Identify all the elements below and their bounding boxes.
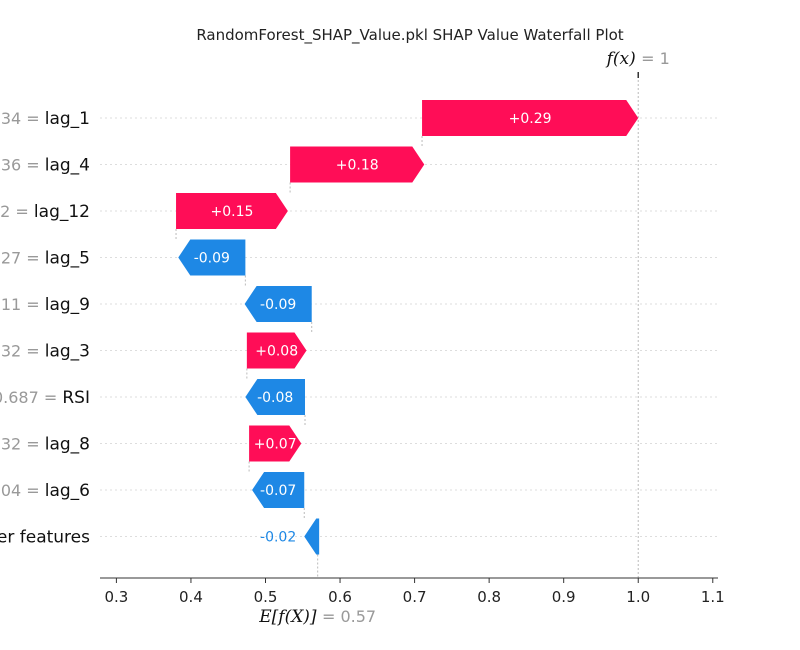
- waterfall-bar: [178, 239, 246, 276]
- output-value-text: = 1: [641, 49, 670, 68]
- output-value-annotation: f(x) = 1: [605, 49, 670, 69]
- waterfall-bar: [304, 518, 320, 555]
- x-tick-label: 0.9: [552, 588, 576, 606]
- feature-label: 04 = lag_6: [1, 481, 90, 501]
- x-tick-label: 0.3: [104, 588, 128, 606]
- feature-label: 27 = lag_5: [1, 249, 90, 269]
- bar-value-label: +0.15: [210, 204, 253, 220]
- feature-label: 32 = lag_8: [1, 435, 90, 455]
- x-tick-label: 0.4: [179, 588, 203, 606]
- waterfall-bar: [290, 146, 425, 183]
- feature-value: 04 =: [1, 481, 45, 500]
- base-value-annotation: E[f(X)] = 0.57: [258, 607, 376, 627]
- feature-label: 2 = lag_12: [0, 202, 90, 222]
- feature-value: 32 =: [1, 435, 45, 454]
- feature-value: 32 =: [1, 342, 45, 361]
- x-axis: 0.3 0.4 0.5 0.6 0.7 0.8 0.9 1.0 1.1: [100, 577, 725, 606]
- feature-label: 32 = lag_3: [1, 342, 90, 362]
- base-value-text: = 0.57: [322, 607, 376, 626]
- bars-layer: +0.29 +0.18 +0.15 -0.09 -0.09 +0.08 -0.08 +0.07…: [175, 100, 639, 555]
- bar-value-label: +0.18: [336, 158, 379, 174]
- waterfall-bar: [245, 379, 306, 415]
- x-tick-label: 1.0: [626, 588, 650, 606]
- base-value-label: E[f(X)]: [258, 607, 322, 627]
- x-tick-label: 0.8: [477, 588, 501, 606]
- waterfall-bar: [252, 472, 305, 508]
- output-label: f(x): [605, 49, 642, 69]
- bar-value-label: -0.08: [257, 390, 293, 406]
- feature-name: lag_1: [45, 109, 90, 129]
- feature-label: 0.687 = RSI: [0, 388, 90, 408]
- feature-name: lag_12: [34, 202, 90, 222]
- feature-name: lag_6: [45, 481, 90, 501]
- bar-value-label: +0.07: [254, 437, 297, 453]
- waterfall-bar: [246, 332, 307, 369]
- x-tick-label: 0.7: [403, 588, 427, 606]
- feature-name: lag_4: [45, 156, 90, 176]
- bar-value-label: +0.29: [509, 111, 552, 127]
- bar-value-label: +0.08: [255, 344, 298, 360]
- bar-value-label: -0.02: [260, 530, 296, 546]
- feature-labels-layer: 34 = lag_1 36 = lag_4 2 = lag_12 27 = lag_5…: [0, 109, 90, 548]
- feature-label: er features: [0, 528, 90, 548]
- feature-value: 27 =: [1, 249, 45, 268]
- feature-label: 36 = lag_4: [1, 156, 90, 176]
- feature-value: 36 =: [1, 156, 45, 175]
- feature-value: 11 =: [1, 295, 45, 314]
- feature-value: 34 =: [1, 109, 45, 128]
- x-tick-label: 0.6: [328, 588, 352, 606]
- feature-name: lag_8: [45, 435, 90, 455]
- feature-name: lag_5: [45, 249, 90, 269]
- feature-name: RSI: [62, 388, 90, 408]
- annotations-layer: f(x) = 1 E[f(X)] = 0.57: [258, 49, 670, 627]
- feature-name: lag_9: [45, 295, 90, 315]
- waterfall-bar: [244, 286, 312, 322]
- waterfall-bar: [176, 193, 288, 229]
- feature-label: 34 = lag_1: [1, 109, 90, 129]
- bar-value-label: -0.09: [194, 251, 230, 267]
- x-tick-label: 1.1: [701, 588, 725, 606]
- feature-value: 2 =: [0, 202, 34, 221]
- feature-name: lag_3: [45, 342, 90, 362]
- feature-name: er features: [0, 528, 90, 548]
- chart-title: RandomForest_SHAP_Value.pkl SHAP Value W…: [196, 26, 623, 45]
- waterfall-bar: [249, 425, 302, 462]
- bar-value-label: -0.09: [260, 297, 296, 313]
- feature-label: 11 = lag_9: [1, 295, 90, 315]
- feature-value: 0.687 =: [0, 388, 62, 407]
- bar-value-label: -0.07: [260, 483, 296, 499]
- waterfall-bar: [422, 100, 639, 136]
- x-tick-label: 0.5: [254, 588, 278, 606]
